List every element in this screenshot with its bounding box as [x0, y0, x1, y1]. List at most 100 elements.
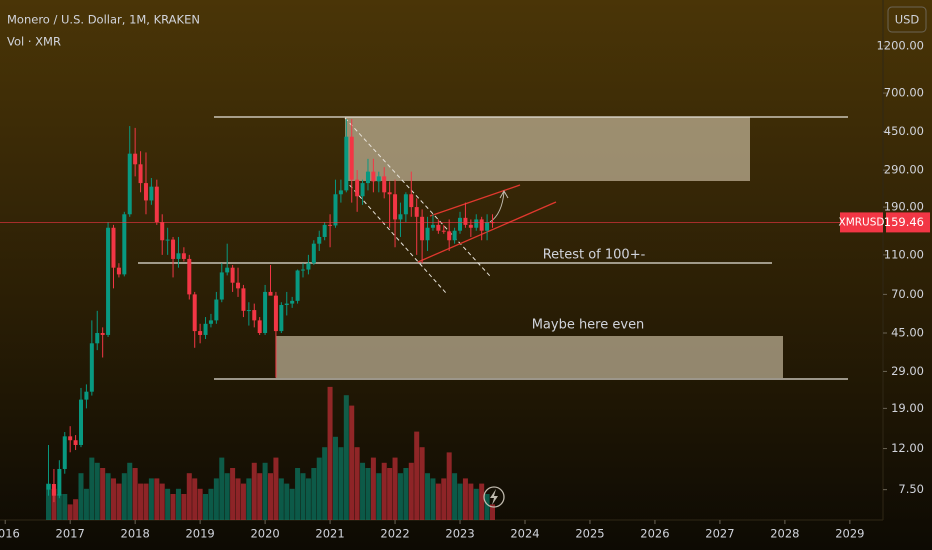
candle-body: [474, 219, 479, 228]
volume-bar: [62, 494, 68, 520]
volume-bar: [246, 478, 252, 520]
candle-body: [57, 468, 62, 496]
x-tick-label: 2023: [445, 527, 474, 541]
last-price-label: 159.46: [884, 215, 924, 229]
icon-bolt[interactable]: [490, 489, 498, 505]
volume-bar: [230, 468, 236, 520]
candle-body: [208, 320, 213, 324]
volume-bar: [203, 494, 209, 520]
candle-body: [268, 291, 273, 296]
volume-bar: [170, 494, 176, 520]
volume-bar: [73, 499, 79, 520]
x-tick-label: 2027: [705, 527, 734, 541]
candle-body: [214, 299, 219, 321]
y-tick-label: 12.00: [891, 441, 924, 455]
volume-bar: [251, 462, 257, 520]
y-tick-label: 29.00: [891, 364, 924, 378]
volume-bar: [457, 483, 463, 520]
volume-bar: [446, 452, 452, 520]
volume-bar: [490, 504, 496, 520]
volume-bar: [408, 462, 414, 520]
candle-body: [46, 484, 51, 490]
candle-body: [355, 179, 360, 197]
candle-body: [344, 136, 349, 191]
volume-bar: [338, 447, 344, 520]
candle-body: [149, 186, 154, 201]
candle-body: [447, 231, 452, 241]
candle-body: [306, 263, 311, 270]
volume-bar: [116, 483, 122, 520]
y-tick-label: 110.00: [884, 247, 924, 261]
annotation: Retest of 100+-: [543, 248, 646, 263]
volume-bar: [224, 473, 230, 520]
snapshot-icon[interactable]: [483, 486, 505, 508]
volume-bar: [257, 473, 263, 520]
candle-body: [236, 282, 241, 289]
volume-bar: [186, 473, 192, 520]
volume-bar: [197, 488, 203, 520]
volume-bar: [121, 473, 127, 520]
projection-arrow: [489, 189, 509, 223]
candle-body: [409, 194, 414, 208]
candle-body: [279, 304, 284, 332]
candle-body: [425, 227, 430, 241]
candle-body: [485, 222, 490, 231]
candle-body: [127, 153, 132, 215]
candle-body: [403, 194, 408, 215]
candle-body: [463, 217, 468, 225]
candle-body: [311, 243, 316, 264]
candle-body: [51, 484, 56, 496]
candle-body: [290, 300, 295, 304]
candle-body: [192, 294, 197, 332]
volume-bar: [332, 436, 338, 520]
volume-bar: [240, 483, 246, 520]
x-tick-label: 2021: [315, 527, 344, 541]
volume-bar: [365, 468, 371, 520]
candle-body: [387, 192, 392, 195]
candle-body: [160, 222, 165, 241]
candle-body: [273, 295, 278, 332]
volume-bar: [316, 457, 322, 520]
candle-body: [420, 216, 425, 241]
trend-line: [344, 117, 491, 277]
volume-bar: [78, 473, 84, 520]
x-tick-label: 2020: [250, 527, 279, 541]
volume-bar: [284, 483, 290, 520]
volume-bar: [110, 478, 116, 520]
x-tick-label: 2016: [0, 527, 20, 541]
candle-body: [176, 253, 181, 259]
axes-layer: 1200.00 700.00 450.00 290.00 190.00 110.00 70.…: [0, 38, 930, 541]
currency[interactable]: USD: [895, 13, 920, 27]
volume-bar: [392, 457, 398, 520]
candle-body: [73, 440, 78, 445]
candle-body: [143, 183, 148, 201]
candle-body: [458, 217, 463, 231]
volume-bar: [268, 473, 274, 520]
x-tick-label: 2025: [575, 527, 604, 541]
candle-body: [219, 272, 224, 300]
candle-body: [284, 303, 289, 305]
candle-body: [338, 190, 343, 195]
currency-button[interactable]: [887, 6, 927, 33]
volume-bar: [56, 494, 62, 520]
candle-body: [95, 333, 100, 344]
symbol-tag: [840, 212, 883, 233]
volume-bar: [138, 483, 144, 520]
icon-circle[interactable]: [483, 486, 505, 508]
candle-body: [393, 194, 398, 220]
candle-body: [257, 320, 262, 334]
volume-bar: [349, 405, 355, 520]
candle-body: [171, 239, 176, 259]
volume-bar: [278, 478, 284, 520]
volume-bar: [468, 483, 474, 520]
candle-body: [138, 164, 143, 184]
volume-bar: [435, 483, 441, 520]
y-tick-label: 7.50: [898, 482, 924, 496]
resistance-zone: [345, 117, 750, 181]
volume-bar: [148, 478, 154, 520]
volume-bar: [397, 473, 403, 520]
drawings: Retest of 100+- Maybe here even: [138, 116, 848, 380]
candle-body: [376, 176, 381, 182]
volume-bar: [370, 457, 376, 520]
volume-bar: [425, 473, 431, 520]
